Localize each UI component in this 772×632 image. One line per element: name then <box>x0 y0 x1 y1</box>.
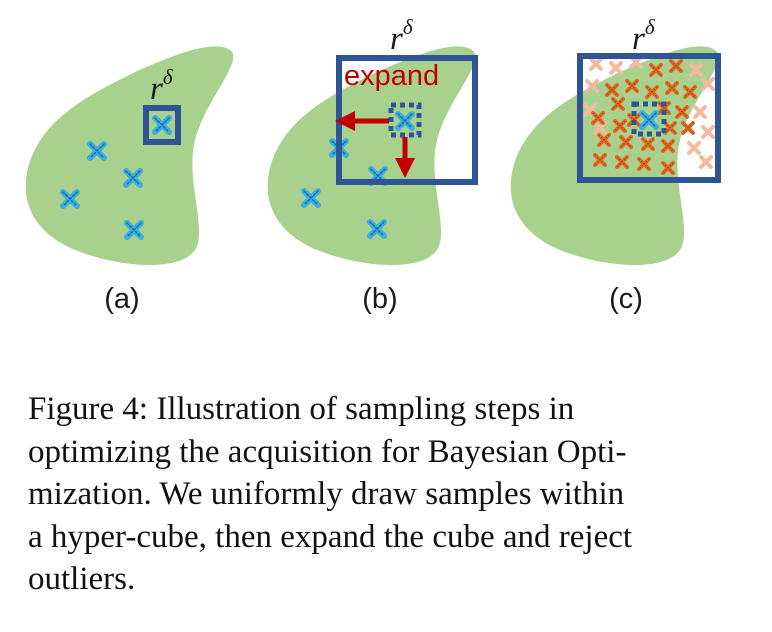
cube-size-symbol: r <box>150 71 163 107</box>
panel-label-b: (b) <box>362 283 398 315</box>
cube-size-superscript: δ <box>162 65 173 89</box>
search-region-c <box>510 46 719 266</box>
hyper-cube-a <box>143 105 181 145</box>
figure: rδ rδ rδ expand (a) (b) (c) <box>25 17 721 315</box>
cube-size-superscript: δ <box>402 15 413 39</box>
caption-line: mization. We uniformly draw samples with… <box>28 476 625 512</box>
caption-line: optimizing the acquisition for Bayesian … <box>28 433 627 470</box>
panel-label-a: (a) <box>104 283 140 315</box>
figure-illustration <box>25 46 721 266</box>
cube-size-symbol: r <box>632 21 645 57</box>
search-region-b <box>267 46 476 266</box>
cube-size-symbol: r <box>390 21 403 57</box>
panel-label-c: (c) <box>609 283 643 315</box>
cube-size-label-c: rδ <box>632 17 655 57</box>
cube-size-label-b: rδ <box>390 17 413 57</box>
hyper-cube-expanded-c <box>577 53 721 183</box>
hyper-cube-initial-c <box>631 101 667 137</box>
caption-line: Figure 4: Illustration of sampling steps… <box>28 391 575 427</box>
caption-line: a hyper-cube, then expand the cube and r… <box>28 518 633 555</box>
hyper-cube-initial-b <box>388 102 422 138</box>
cube-size-label-a: rδ <box>150 67 173 107</box>
cube-size-superscript: δ <box>644 15 655 39</box>
caption-line: outliers. <box>28 561 136 597</box>
expand-label: expand <box>344 60 440 92</box>
figure-caption: Figure 4: Illustration of sampling steps… <box>28 388 758 601</box>
search-region-a <box>25 46 234 266</box>
